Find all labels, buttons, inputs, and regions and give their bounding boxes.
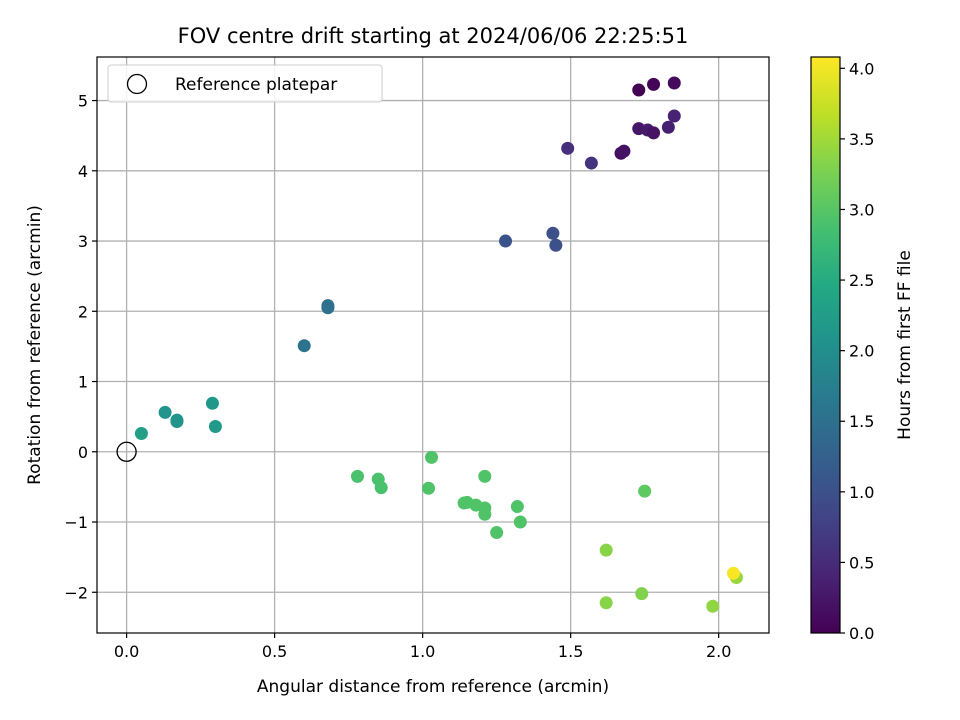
x-tick-label: 1.5 xyxy=(558,642,583,661)
data-point xyxy=(647,77,661,91)
colorbar-tick-label: 0.0 xyxy=(849,624,874,643)
y-tick-label: 2 xyxy=(78,302,88,321)
data-point xyxy=(170,415,184,429)
colorbar-tick-label: 1.0 xyxy=(849,483,874,502)
y-tick-label: −2 xyxy=(64,583,88,602)
colorbar-tick-label: 2.0 xyxy=(849,342,874,361)
data-point xyxy=(647,126,661,140)
data-point xyxy=(546,226,560,240)
y-tick-label: 0 xyxy=(78,443,88,462)
data-point xyxy=(661,120,675,134)
data-point xyxy=(499,234,513,248)
data-point xyxy=(726,566,740,580)
legend: Reference platepar xyxy=(107,64,383,103)
x-axis-label: Angular distance from reference (arcmin) xyxy=(257,677,609,697)
data-point xyxy=(667,76,681,90)
colorbar-tick-label: 1.5 xyxy=(849,412,874,431)
y-tick-label: 1 xyxy=(78,373,88,392)
data-point xyxy=(706,599,720,613)
data-point xyxy=(513,515,527,529)
data-point xyxy=(561,141,575,155)
legend-entry-reference: Reference platepar xyxy=(175,75,337,95)
data-point xyxy=(635,587,649,601)
y-axis-label: Rotation from reference (arcmin) xyxy=(25,205,45,485)
x-tick-label: 2.0 xyxy=(706,642,731,661)
legend-box xyxy=(107,64,383,103)
colorbar-gradient xyxy=(810,56,841,634)
data-point xyxy=(478,469,492,483)
data-point xyxy=(584,156,598,170)
data-point xyxy=(490,526,504,540)
reference-marker xyxy=(116,441,137,462)
data-point xyxy=(321,301,335,315)
data-point xyxy=(617,144,631,158)
x-tick-label: 1.0 xyxy=(410,642,435,661)
legend-marker-icon xyxy=(126,73,148,95)
y-tick-label: 4 xyxy=(78,162,88,181)
data-point xyxy=(205,396,219,410)
data-point xyxy=(632,83,646,97)
data-point xyxy=(638,484,652,498)
colorbar-tick-label: 0.5 xyxy=(849,553,874,572)
plot-frame xyxy=(96,56,770,634)
colorbar: 0.0 0.5 1.0 1.5 2.0 2.5 3.0 3.5 4.0 Hours from f… xyxy=(810,56,915,643)
colorbar-tick-label: 3.5 xyxy=(849,130,874,149)
data-point xyxy=(422,481,436,495)
data-point xyxy=(158,405,172,419)
data-point xyxy=(510,500,524,514)
colorbar-tick-label: 2.5 xyxy=(849,271,874,290)
grid xyxy=(97,57,769,633)
x-tick-label: 0.0 xyxy=(114,642,139,661)
data-point xyxy=(599,596,613,610)
data-point xyxy=(478,507,492,521)
data-point xyxy=(667,109,681,123)
colorbar-tick-label: 4.0 xyxy=(849,59,874,78)
colorbar-label: Hours from first FF file xyxy=(895,250,915,440)
data-point xyxy=(208,419,222,433)
reference-point-marker xyxy=(116,441,137,462)
x-tick-label: 0.5 xyxy=(262,642,287,661)
chart-title: FOV centre drift starting at 2024/06/06 … xyxy=(178,24,689,48)
data-point xyxy=(425,450,439,464)
y-tick-label: 3 xyxy=(78,232,88,251)
data-point xyxy=(134,427,148,441)
scatter-points xyxy=(134,76,743,613)
data-point xyxy=(549,238,563,252)
y-tick-label: 5 xyxy=(78,92,88,111)
data-point xyxy=(599,543,613,557)
data-point xyxy=(351,469,365,483)
colorbar-tick-label: 3.0 xyxy=(849,200,874,219)
data-point xyxy=(297,339,311,353)
colorbar-ticks: 0.0 0.5 1.0 1.5 2.0 2.5 3.0 3.5 4.0 xyxy=(840,59,874,643)
data-point xyxy=(374,481,388,495)
axis-ticks: 0.0 0.5 1.0 1.5 2.0 −2 −1 0 1 2 3 4 5 xyxy=(64,92,731,661)
y-tick-label: −1 xyxy=(64,513,88,532)
